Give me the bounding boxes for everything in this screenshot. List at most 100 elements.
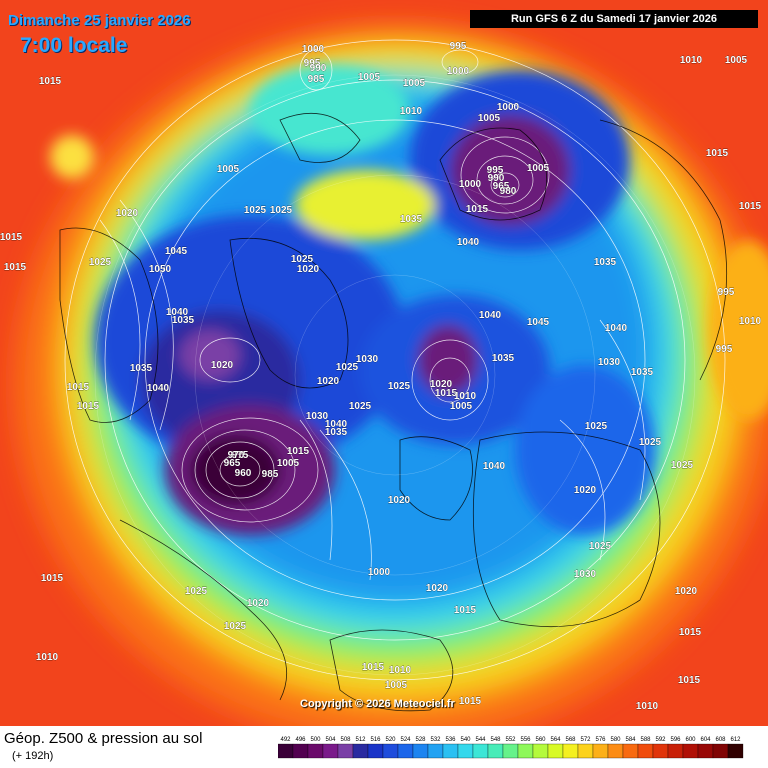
- pressure-label: 1015: [67, 382, 90, 393]
- scale-color-swatch: [278, 743, 294, 759]
- scale-tick-label: 576: [595, 737, 606, 743]
- pressure-label: 1015: [77, 401, 100, 412]
- scale-tick-label: 536: [445, 737, 456, 743]
- scale-color-swatch: [682, 743, 699, 759]
- scale-color-swatch: [697, 743, 714, 759]
- scale-color-swatch: [592, 743, 609, 759]
- pressure-label: 1000: [497, 102, 520, 113]
- pressure-label: 1010: [400, 106, 423, 117]
- pressure-label: 1020: [317, 376, 340, 387]
- scale-tick-label: 588: [640, 737, 651, 743]
- pressure-label: 1005: [358, 72, 381, 83]
- scale-tick-label: 520: [385, 737, 396, 743]
- zone-yellow-tongue: [295, 170, 435, 240]
- scale-color-swatch: [517, 743, 534, 759]
- scale-tick-label: 556: [520, 737, 531, 743]
- pressure-label: 1040: [479, 310, 502, 321]
- scale-tick-label: 504: [325, 737, 336, 743]
- scale-tick-label: 572: [580, 737, 591, 743]
- pressure-label: 1035: [325, 427, 348, 438]
- scale-tick-label: 564: [550, 737, 561, 743]
- scale-tick-label: 532: [430, 737, 441, 743]
- scale-tick-label: 524: [400, 737, 411, 743]
- pressure-label: 1035: [172, 315, 195, 326]
- pressure-label: 1015: [435, 388, 458, 399]
- scale-color-swatch: [727, 743, 744, 759]
- scale-color-swatch: [412, 743, 429, 759]
- pressure-label: 1045: [527, 317, 550, 328]
- pressure-label: 1000: [459, 179, 482, 190]
- pressure-label: 1015: [454, 605, 477, 616]
- scale-tick-label: 568: [565, 737, 576, 743]
- pressure-label: 965: [493, 181, 510, 192]
- scale-tick-label: 584: [625, 737, 636, 743]
- forecast-time: 7:00 locale: [20, 34, 128, 57]
- scale-color-swatch: [472, 743, 489, 759]
- scale-color-swatch: [487, 743, 504, 759]
- scale-color-swatch: [322, 743, 339, 759]
- pressure-label: 1000: [447, 66, 470, 77]
- zone-purple-low-north: [450, 115, 570, 225]
- scale-color-swatch: [667, 743, 684, 759]
- pressure-label: 1020: [116, 208, 139, 219]
- pressure-label: 1015: [4, 262, 27, 273]
- pressure-label: 1035: [400, 214, 423, 225]
- scale-color-swatch: [352, 743, 369, 759]
- scale-tick-label: 560: [535, 737, 546, 743]
- copyright-notice: Copyright © 2026 Meteociel.fr: [300, 698, 455, 710]
- scale-tick-label: 548: [490, 737, 501, 743]
- pressure-label: 1025: [388, 381, 411, 392]
- scale-tick-label: 516: [370, 737, 381, 743]
- pressure-label: 1050: [149, 264, 172, 275]
- pressure-label: 1015: [0, 232, 23, 243]
- pressure-label: 1000: [302, 44, 325, 55]
- scale-tick-label: 592: [655, 737, 666, 743]
- scale-color-swatch: [622, 743, 639, 759]
- scale-tick-label: 596: [670, 737, 681, 743]
- pressure-label: 1010: [36, 652, 59, 663]
- pressure-label: 1040: [325, 419, 348, 430]
- pressure-label: 960: [235, 468, 252, 479]
- scale-color-swatch: [427, 743, 444, 759]
- pressure-label: 1020: [211, 360, 234, 371]
- pressure-label: 1015: [41, 573, 64, 584]
- scale-tick-label: 608: [715, 737, 726, 743]
- pressure-label: 1020: [574, 485, 597, 496]
- pressure-label: 1040: [483, 461, 506, 472]
- zone-orange-east: [708, 240, 768, 420]
- scale-color-swatch: [712, 743, 729, 759]
- pressure-label: 1020: [388, 495, 411, 506]
- pressure-label: 1025: [639, 437, 662, 448]
- pressure-label: 1035: [631, 367, 654, 378]
- scale-tick-label: 552: [505, 737, 516, 743]
- forecast-lead-time: (+ 192h): [12, 750, 54, 762]
- scale-color-swatch: [502, 743, 519, 759]
- zone-purple-ne: [180, 330, 240, 380]
- pressure-label: 1025: [224, 621, 247, 632]
- pressure-label: 1005: [403, 78, 426, 89]
- pressure-label: 1015: [287, 446, 310, 457]
- pressure-label: 1015: [362, 662, 385, 673]
- pressure-label: 1025: [270, 205, 293, 216]
- scale-tick-label: 528: [415, 737, 426, 743]
- pressure-label: 1025: [336, 362, 359, 373]
- pressure-label: 1015: [459, 696, 482, 707]
- pressure-label: 1015: [466, 204, 489, 215]
- scale-tick-label: 496: [295, 737, 306, 743]
- color-scale: 492 496 500 504 508 512 516 520 524 528 532 536 540 5…: [278, 737, 744, 759]
- scale-color-swatch: [457, 743, 474, 759]
- pressure-label: 1025: [349, 401, 372, 412]
- pressure-label: 1000: [368, 567, 391, 578]
- pressure-label: 1030: [598, 357, 621, 368]
- pressure-label: 975: [232, 450, 249, 461]
- pressure-label: 1040: [457, 237, 480, 248]
- pressure-label: 1005: [527, 163, 550, 174]
- scale-tick-label: 492: [280, 737, 291, 743]
- scale-tick-label: 580: [610, 737, 621, 743]
- pressure-label: 1025: [185, 586, 208, 597]
- scale-tick-label: 508: [340, 737, 351, 743]
- isobar-lines: [64, 39, 726, 681]
- pressure-label: 1035: [492, 353, 515, 364]
